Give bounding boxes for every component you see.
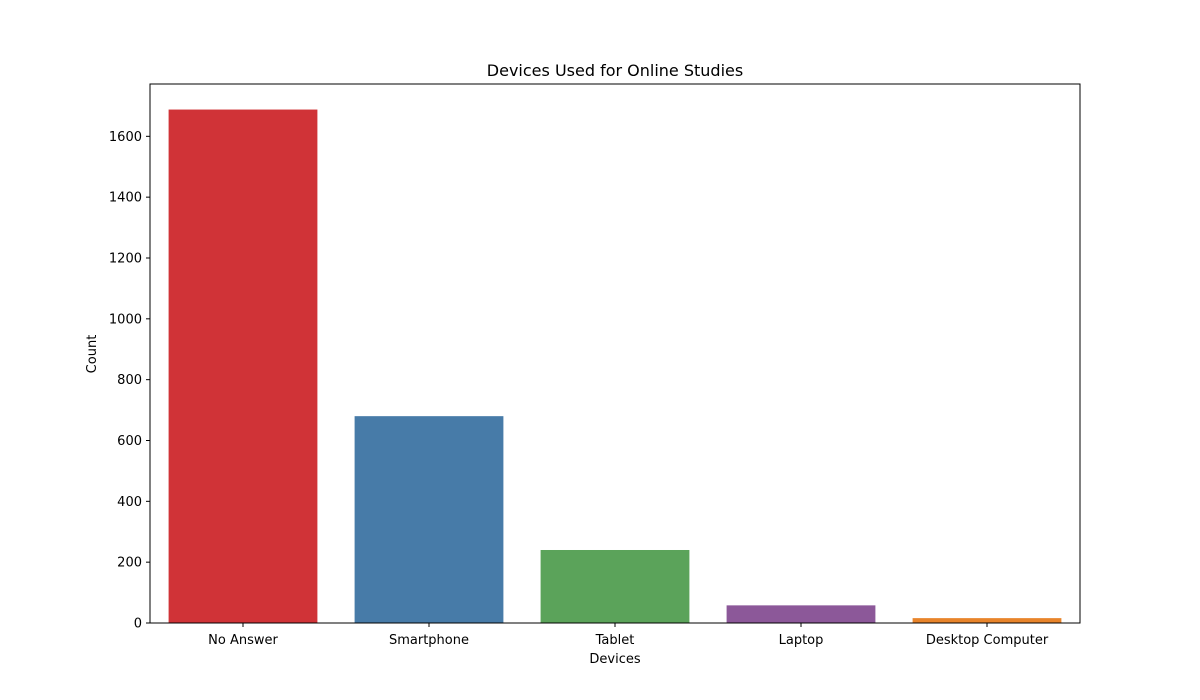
y-tick-label: 1200: [109, 251, 142, 266]
y-tick-label: 200: [117, 556, 142, 571]
bar-tablet: [540, 549, 690, 623]
bar-desktop-computer: [912, 618, 1062, 623]
x-tick-label: Laptop: [779, 633, 824, 648]
y-tick-label: 800: [117, 373, 142, 388]
y-tick-label: 600: [117, 434, 142, 449]
bar-laptop: [726, 605, 876, 623]
y-tick-label: 0: [134, 617, 142, 632]
chart-title: Devices Used for Online Studies: [487, 61, 743, 80]
bars-group: [168, 109, 1062, 624]
x-axis: No Answer Smartphone Tablet Laptop Desktop C…: [208, 623, 1049, 648]
x-tick-label: Tablet: [595, 633, 635, 648]
x-axis-title: Devices: [589, 652, 640, 667]
plot-frame: [149, 83, 1081, 624]
x-tick-label: Smartphone: [389, 633, 469, 648]
y-tick-label: 400: [117, 495, 142, 510]
x-tick-label: Desktop Computer: [926, 633, 1049, 648]
bar-smartphone: [354, 416, 504, 623]
y-tick-label: 1600: [109, 130, 142, 145]
y-tick-label: 1000: [109, 312, 142, 327]
bar-no-answer: [168, 109, 318, 624]
x-tick-label: No Answer: [208, 633, 278, 648]
y-axis: 0 200 400 600 800 1000 1200 1400 1600: [109, 130, 150, 632]
y-tick-label: 1400: [109, 191, 142, 206]
y-axis-title: Count: [85, 335, 100, 374]
